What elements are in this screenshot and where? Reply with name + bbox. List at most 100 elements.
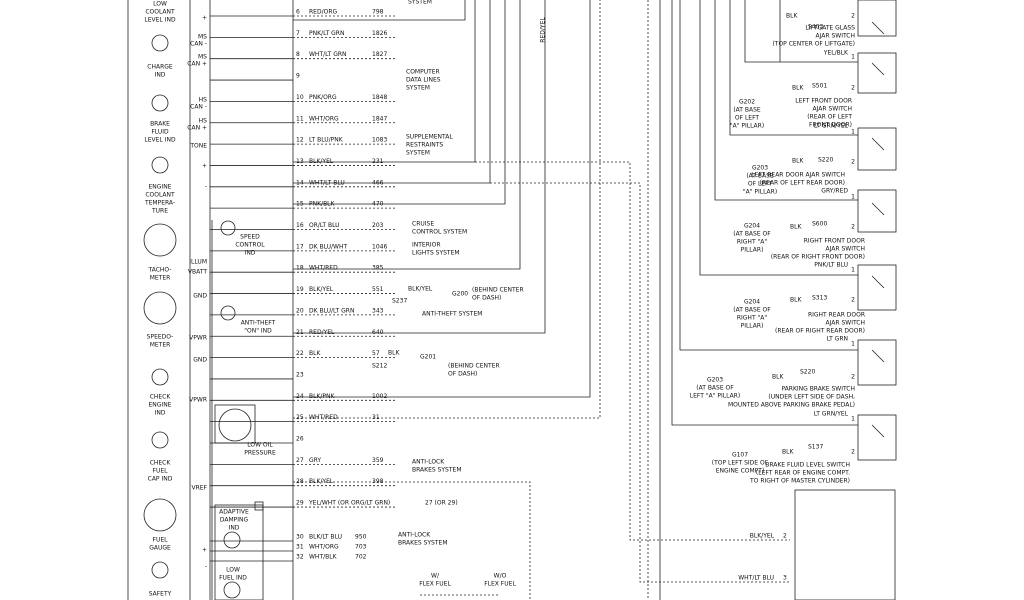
destination-label: RESTRAINTS [406,142,443,149]
pin-number: 1 [851,341,855,348]
location-label: OF DASH) [448,371,477,378]
pin-number: 2 [851,224,855,231]
pin-number: 30 [296,534,304,541]
component-label: IND [229,525,240,532]
gauge-label: METER [150,342,171,349]
ground-label: G203 [707,377,723,384]
component-label: "ON" IND [244,328,272,335]
ground-label: G202 [739,99,755,106]
location-label: (BEHIND CENTER [448,363,500,370]
destination-label: DATA LINES [406,77,441,84]
pin-label: - [205,564,207,571]
gauge-label: IND [155,410,166,417]
ground-label: G200 [452,291,468,298]
pin-number: 17 [296,243,304,250]
pin-label: CAN + [187,125,207,132]
gauge [143,291,177,325]
wire-color: LT GRN/YEL [814,411,849,418]
splice-label: S403 [808,24,823,31]
wire-color: RED/YEL [309,329,335,336]
wire-color: BLK/YEL [309,286,334,293]
circuit-number: 343 [372,307,384,314]
splice-label: S237 [392,298,407,305]
destination-label: BRAKES SYSTEM [398,540,448,547]
pin-number: 1 [851,267,855,274]
pin-number: 16 [296,222,304,229]
pin-number: 9 [296,73,300,80]
location-label: RIGHT "A" [737,239,768,246]
switch-name: (REAR OF RIGHT REAR DOOR) [775,328,865,335]
gauge-label: TACHO- [148,267,172,274]
location-label: (AT BASE OF [733,307,771,314]
circuit-number: 1002 [372,393,387,400]
pin-label: CAN - [190,41,207,48]
component-label: LOW OIL [247,442,273,449]
wire-color: LT BLU/PNK [309,137,344,144]
switch-name: RIGHT REAR DOOR [808,312,865,319]
wire-color: BLK [792,158,804,165]
gauge [151,34,169,52]
pin-label: - [205,184,207,191]
pin-number: 1 [851,416,855,423]
pin-label: MS [198,34,207,41]
location-label: OF LEFT [748,181,773,188]
wire-color: WHT/RED [309,265,338,272]
wire-color: BLK [790,224,802,231]
location-label: (TOP LEFT SIDE OF [712,460,769,467]
pin-label: ILLUM [189,259,207,266]
pin-number: 6 [296,9,300,16]
destination-label: COMPUTER [406,69,440,76]
pin-number: 18 [296,265,304,272]
ground-label: G201 [420,354,436,361]
component-label: IND [245,250,256,257]
destination-label: SYSTEM [406,150,430,157]
pin-label: HS [199,118,208,125]
location-label: OF LEFT [735,115,760,122]
destination-label: CONTROL SYSTEM [412,229,467,236]
gauge-label: BRAKE [150,121,170,128]
switch-name: RIGHT FRONT DOOR [804,238,865,245]
circuit-number: 1046 [372,243,387,250]
wire-color: GRY [309,457,321,464]
gauge-label: ENGINE [149,184,172,191]
switch-name: LEFT FRONT DOOR [795,98,852,105]
pin-number: 12 [296,137,304,144]
circuit-number: 1083 [372,137,387,144]
switch-contact [871,62,885,76]
wire-color: BLK [782,449,794,456]
wire-color: OR/LT BLU [309,222,340,229]
wire-color: WHT/RED [309,414,338,421]
pin-label: HS [199,97,208,104]
gauge-label: COOLANT [145,192,175,199]
gauge-label: CHECK [150,394,172,401]
location-label: PILLAR) [741,247,764,254]
gauge-label: CHECK [150,460,172,467]
gauge-label: ENGINE [149,402,172,409]
wire-color: PNK/BLK [309,201,336,208]
pin-number: 2 [851,374,855,381]
location-label: (AT BASE OF [696,385,734,392]
pin-number: 1 [851,54,855,61]
destination-label: SUPPLEMENTAL [406,134,453,141]
pin-label: VPWR [189,335,207,342]
switch-name: (REAR OF LEFT [807,114,852,121]
wire-color: BLK/YEL [309,158,334,165]
wire-color: WHT/ORG [309,544,339,551]
switch-name: (REAR OF LEFT REAR DOOR) [760,180,845,187]
pin-label: GND [193,357,207,364]
destination-label: BRAKES SYSTEM [412,467,462,474]
wire-color: WHT/BLK [309,554,338,561]
location-label: (BEHIND CENTER [472,287,524,294]
pin-number: 2 [851,85,855,92]
destination-label: LIGHTS SYSTEM [412,250,460,257]
pin-number: 2 [851,13,855,20]
wire-color: YEL/WHT (OR ORG/LT GRN) [308,500,390,507]
location-label: (AT BASE [746,173,774,180]
switch-name: BRAKE FLUID LEVEL SWITCH [765,462,850,469]
gauge [151,368,169,386]
pin-number: 11 [296,115,304,122]
switch-contact [871,21,885,35]
location-label: RIGHT "A" [737,315,768,322]
location-label: "A" PILLAR) [743,189,777,196]
wire-color: WHT/LT BLU [738,575,774,582]
